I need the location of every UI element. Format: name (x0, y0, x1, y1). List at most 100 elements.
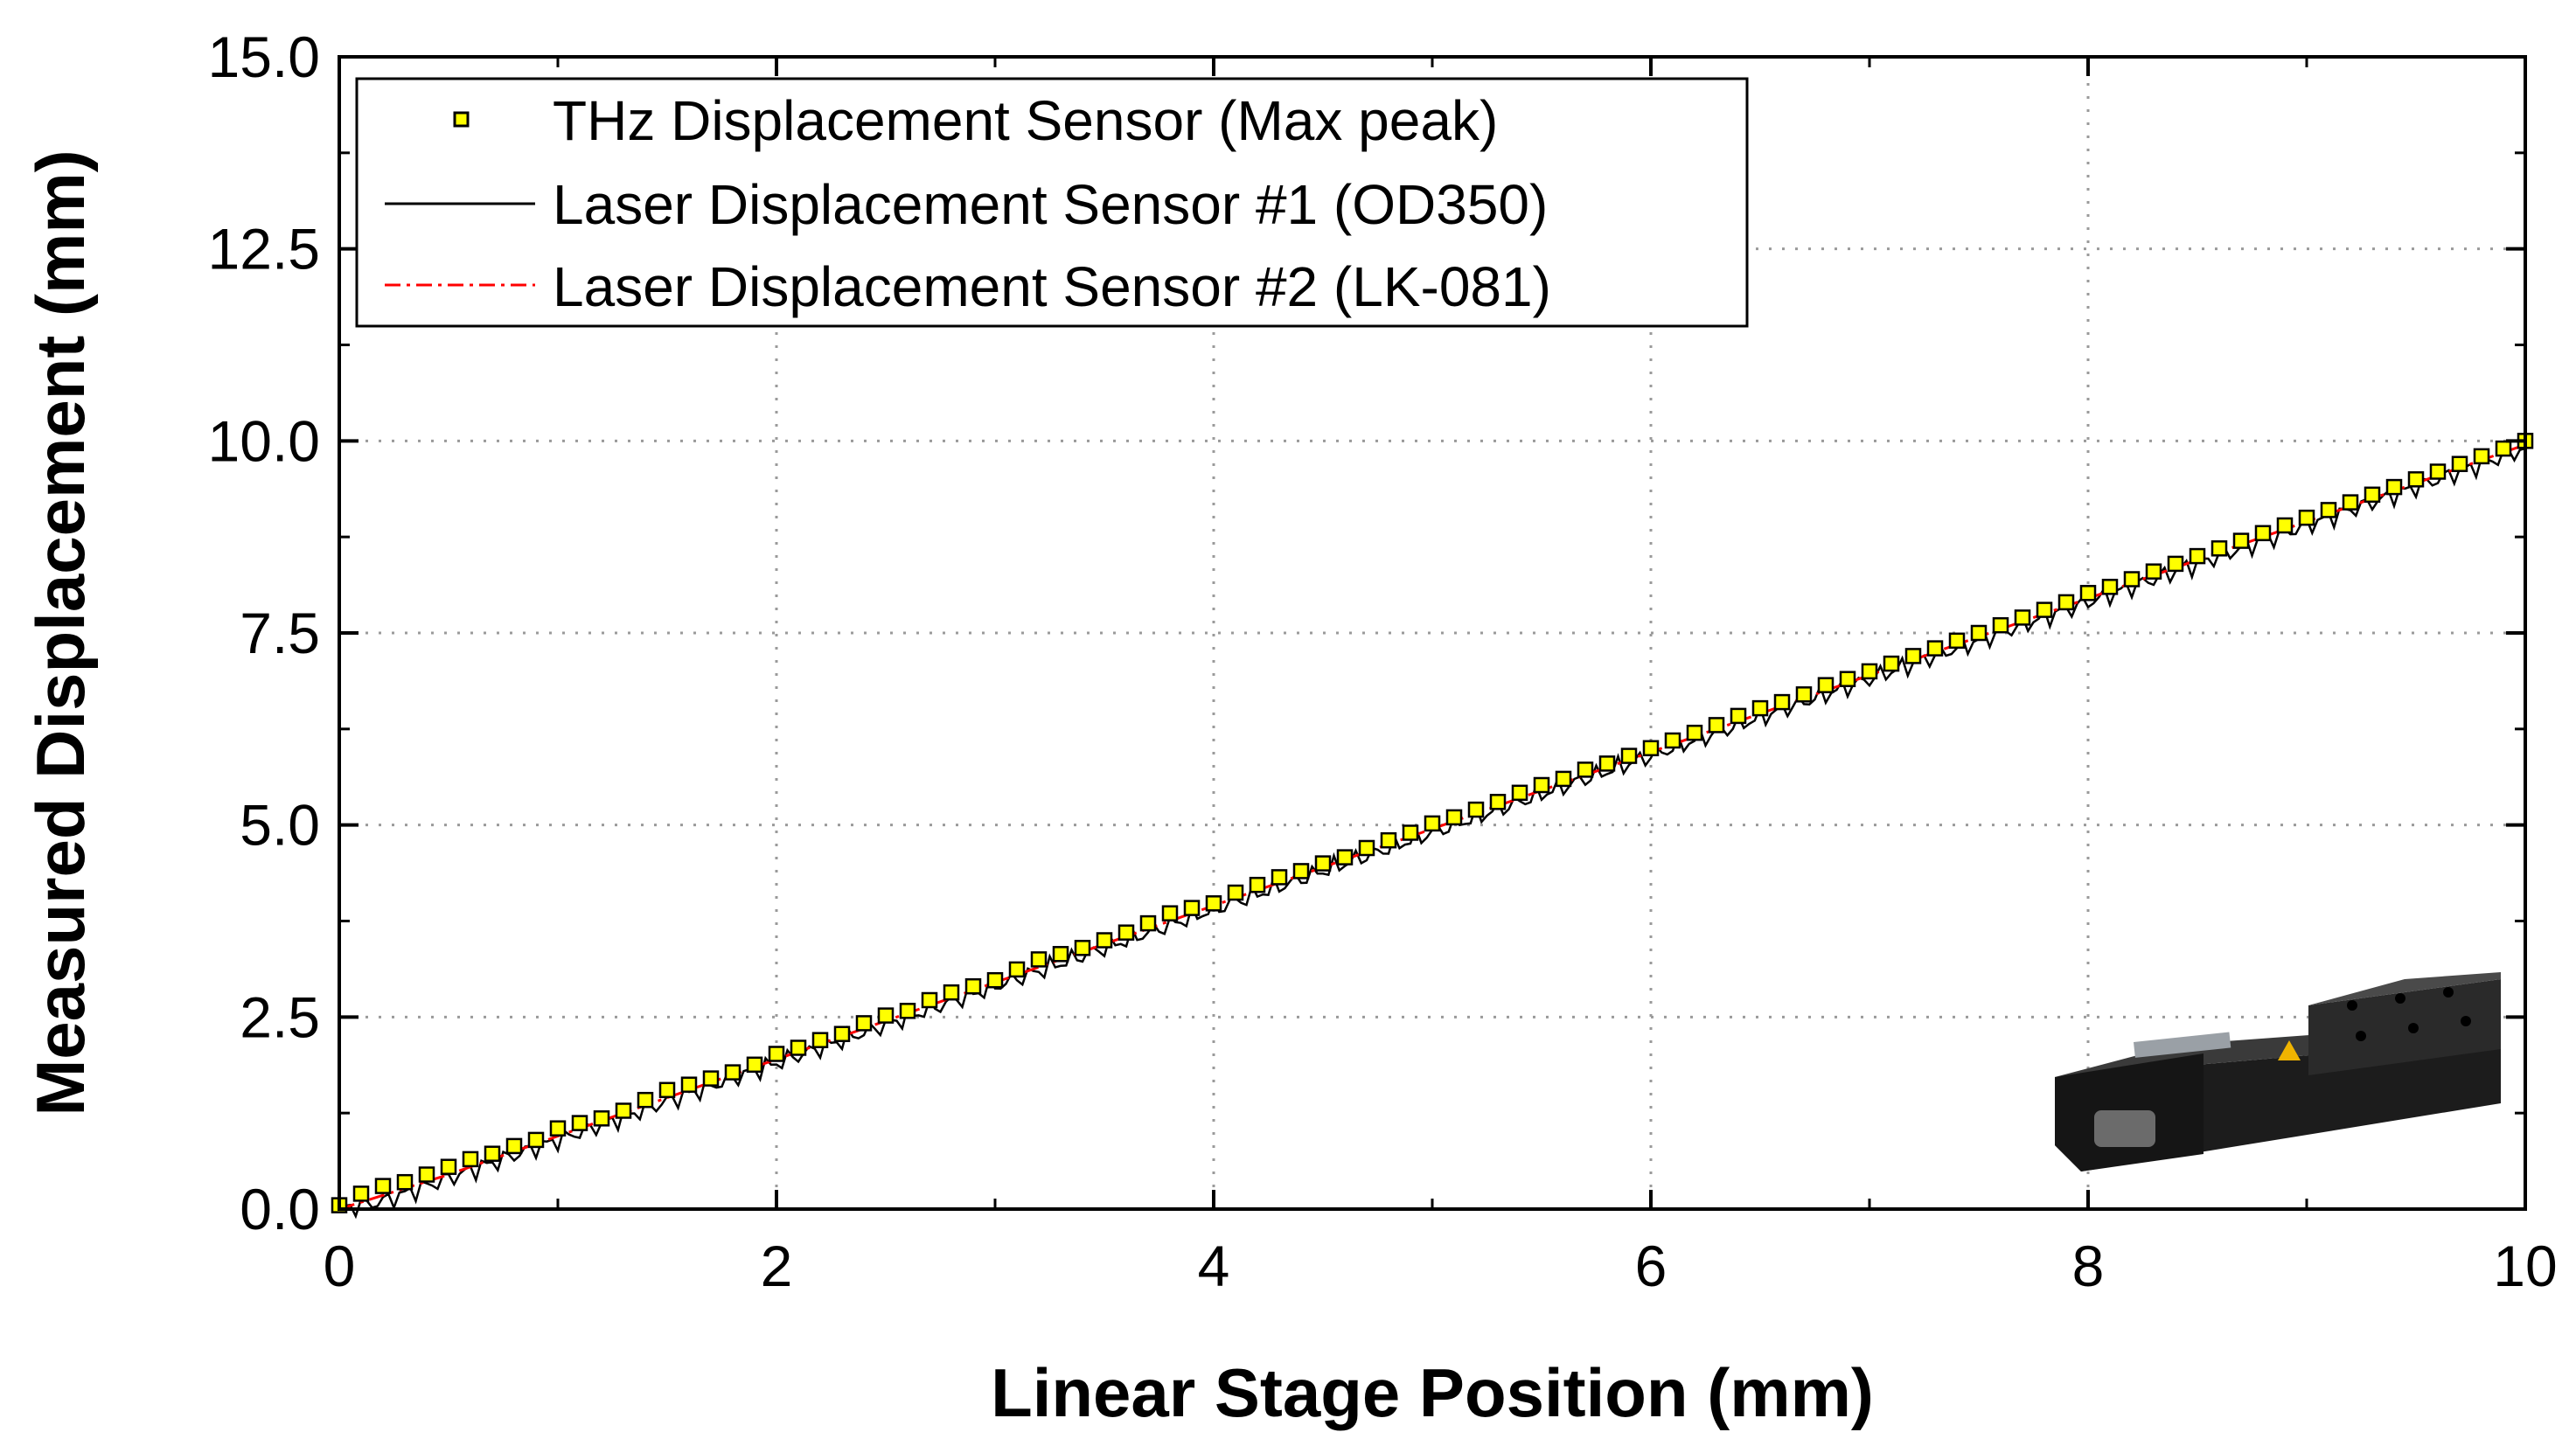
thz-marker (1620, 747, 1638, 764)
thz-marker (2364, 486, 2381, 504)
thz-marker (1926, 640, 1944, 657)
thz-marker (374, 1178, 392, 1194)
thz-marker (2495, 440, 2512, 457)
x-axis-title: Linear Stage Position (mm) (991, 1354, 1874, 1431)
thz-marker (855, 1015, 873, 1032)
thz-marker (811, 1032, 829, 1048)
thz-marker (2407, 471, 2425, 488)
thz-marker (2123, 571, 2141, 587)
thz-marker (2429, 463, 2447, 480)
x-tick-label: 4 (1198, 1234, 1230, 1298)
y-tick-label: 15.0 (208, 24, 320, 89)
stage-rail (2134, 1032, 2231, 1058)
thz-marker (877, 1007, 895, 1024)
thz-marker (1577, 761, 1594, 778)
thz-marker (1467, 801, 1485, 818)
thz-marker (1598, 755, 1616, 772)
thz-marker (1052, 946, 1069, 963)
thz-marker (702, 1070, 720, 1087)
legend: THz Displacement Sensor (Max peak) Laser… (355, 77, 1749, 328)
tick-labels: 0 2 4 6 8 10 0.0 2.5 5.0 7.5 10.0 12.5 15.0 (208, 24, 2558, 1298)
thz-marker (1445, 809, 1463, 826)
thz-marker (549, 1120, 567, 1137)
stage-hole-5 (2408, 1023, 2419, 1033)
thz-marker (1817, 677, 1835, 693)
stage-hole-4 (2356, 1031, 2366, 1041)
axis-ticks (338, 55, 2527, 1211)
y-tick-label: 5.0 (240, 793, 320, 858)
thz-marker (2189, 547, 2206, 565)
thz-marker (2101, 579, 2119, 595)
legend-box (355, 77, 1749, 328)
thz-marker (1533, 776, 1550, 794)
thz-marker (484, 1145, 501, 1162)
thz-marker (1030, 951, 1048, 968)
thz-marker (1227, 884, 1244, 901)
thz-marker (1117, 924, 1135, 941)
x-tick-label: 10 (2493, 1234, 2557, 1298)
y-tick-label: 12.5 (208, 217, 320, 282)
thz-marker (1904, 648, 1922, 664)
legend-label-od350: Laser Displacement Sensor #1 (OD350) (553, 173, 1548, 236)
thz-marker (1249, 876, 1266, 893)
thz-marker (1096, 932, 1113, 949)
thz-marker (1708, 717, 1725, 733)
thz-marker (1489, 794, 1507, 810)
y-axis-title: Measured Displacement (mm) (22, 149, 99, 1116)
thz-marker (2036, 601, 2053, 618)
thz-marker (2014, 609, 2031, 626)
thz-marker (593, 1110, 610, 1127)
thz-marker (1773, 693, 1791, 711)
thz-marker (2298, 509, 2315, 526)
thz-marker (1861, 663, 1878, 680)
thz-marker (1948, 632, 1966, 650)
thz-marker (2079, 585, 2097, 601)
thz-marker (658, 1081, 676, 1099)
y-tick-label: 2.5 (240, 984, 320, 1049)
thz-marker (1358, 839, 1375, 857)
thz-marker (964, 977, 982, 995)
stage-carriage-top (2308, 972, 2501, 1005)
thz-marker (899, 1003, 916, 1019)
thz-marker (1402, 824, 1419, 841)
y-tick-label: 7.5 (240, 601, 320, 665)
legend-label-thz: THz Displacement Sensor (Max peak) (553, 89, 1498, 152)
thz-marker (2167, 555, 2184, 573)
thz-marker (1183, 900, 1201, 916)
thz-marker (1751, 699, 1769, 717)
thz-marker (2473, 448, 2490, 465)
thz-marker (724, 1064, 741, 1081)
stage-hole-3 (2443, 987, 2454, 998)
legend-marker-thz (453, 111, 470, 128)
thz-marker (505, 1137, 523, 1155)
x-tick-label: 6 (1635, 1234, 1667, 1298)
thz-marker (943, 984, 960, 1001)
thz-marker (680, 1076, 698, 1093)
thz-marker (527, 1131, 545, 1149)
thz-marker (1074, 940, 1091, 956)
thz-marker (2451, 455, 2468, 472)
thz-marker (352, 1185, 370, 1202)
thz-marker (1686, 724, 1703, 741)
thz-marker (1555, 770, 1572, 788)
stage-warning-label (2278, 1040, 2301, 1060)
thz-marker (746, 1056, 763, 1074)
thz-marker (2254, 525, 2272, 542)
thz-marker (2232, 532, 2250, 549)
thz-marker (768, 1046, 785, 1062)
thz-marker (1314, 855, 1332, 872)
stage-connector (2094, 1110, 2155, 1147)
thz-marker (615, 1102, 632, 1119)
thz-marker (1730, 707, 1747, 725)
thz-marker (1883, 655, 1900, 672)
thz-marker (440, 1158, 457, 1175)
stage-hole-2 (2395, 993, 2405, 1004)
thz-marker (1424, 815, 1441, 832)
thz-marker (2210, 540, 2228, 557)
x-tick-label: 2 (761, 1234, 793, 1298)
thz-marker (2385, 478, 2403, 496)
thz-marker (1292, 863, 1310, 879)
thz-marker (833, 1025, 851, 1042)
thz-marker (2320, 502, 2337, 518)
thz-marker (790, 1039, 807, 1056)
